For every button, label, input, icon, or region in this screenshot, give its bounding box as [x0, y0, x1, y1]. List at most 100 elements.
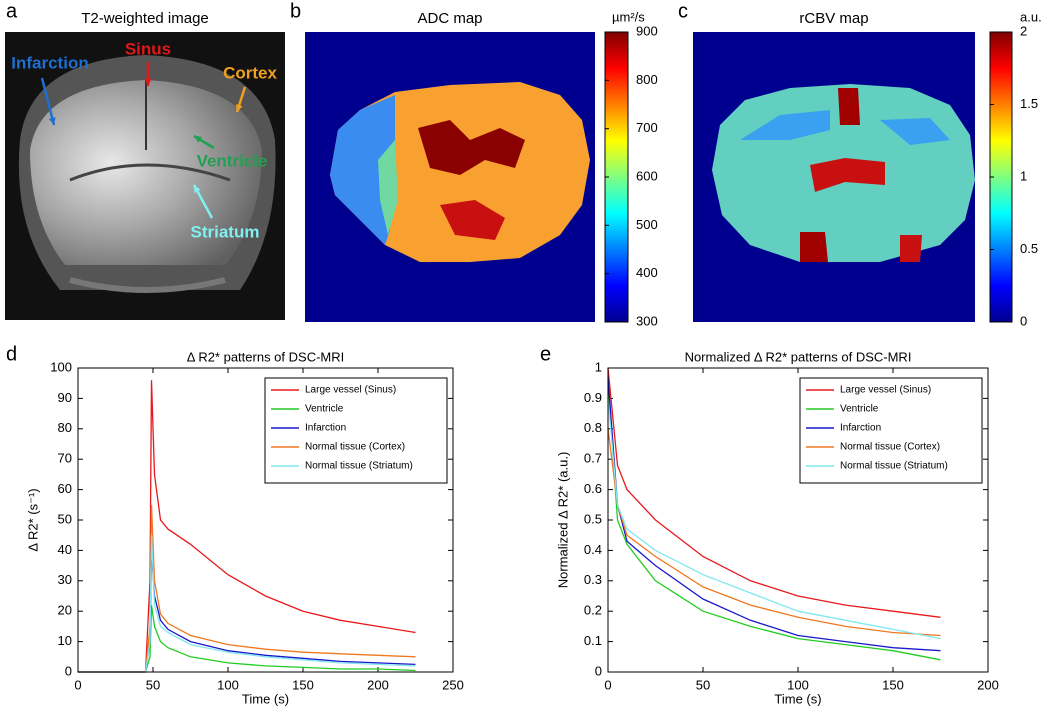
- y-tick-label: 0: [65, 663, 72, 678]
- series-line: [78, 504, 416, 673]
- colorbar: [605, 32, 628, 322]
- series-line: [607, 398, 941, 640]
- y-tick-label: 90: [58, 390, 72, 405]
- rcbv-map: [693, 32, 975, 322]
- x-tick-label: 0: [604, 677, 611, 692]
- x-tick-label: 150: [292, 677, 314, 692]
- x-tick-label: 200: [367, 677, 389, 692]
- x-tick-label: 100: [217, 677, 239, 692]
- annotation: Cortex: [223, 63, 277, 82]
- y-tick-label: 0.2: [584, 603, 602, 618]
- legend-label: Normal tissue (Cortex): [840, 442, 940, 453]
- y-tick-label: 0.1: [584, 633, 602, 648]
- legend-label: Ventricle: [305, 404, 344, 415]
- series-line: [607, 428, 941, 637]
- y-tick-label: 50: [58, 511, 72, 526]
- series-line: [78, 380, 416, 673]
- colorbar-unit: µm²/s: [612, 9, 645, 24]
- panel-title: rCBV map: [799, 10, 868, 27]
- y-tick-label: 0.9: [584, 390, 602, 405]
- colorbar-tick-label: 700: [636, 120, 658, 135]
- panel-letter: e: [540, 343, 551, 365]
- legend-label: Infarction: [305, 423, 346, 434]
- panel-title: T2-weighted image: [81, 10, 209, 27]
- panel-title: ADC map: [417, 10, 482, 27]
- x-axis-label: Time (s): [242, 691, 289, 706]
- series-line: [78, 605, 416, 673]
- annotation-arrow: [40, 77, 56, 126]
- legend-label: Large vessel (Sinus): [305, 385, 396, 396]
- series-line: [607, 383, 941, 661]
- colorbar-tick-label: 400: [636, 265, 658, 280]
- colorbar-tick-label: 600: [636, 168, 658, 183]
- colorbar-frame: [604, 31, 629, 323]
- annotation: Ventricle: [197, 151, 268, 170]
- y-tick-label: 30: [58, 572, 72, 587]
- y-tick-label: 0: [595, 663, 602, 678]
- chart-title: Δ R2* patterns of DSC-MRI: [187, 349, 345, 364]
- y-tick-label: 40: [58, 542, 72, 557]
- x-axis-label: Time (s): [774, 691, 821, 706]
- adc-map: [305, 32, 595, 322]
- colorbar-tick-label: 900: [636, 23, 658, 38]
- series-line: [78, 535, 416, 673]
- panel-letter: c: [678, 0, 688, 22]
- colorbar-tick-label: 1.5: [1020, 96, 1038, 111]
- annotation-arrowhead: [48, 117, 56, 125]
- colorbar-frame: [989, 31, 1013, 323]
- y-tick-label: 0.7: [584, 451, 602, 466]
- panel-letter: d: [6, 343, 17, 365]
- legend-label: Infarction: [840, 423, 881, 434]
- y-tick-label: 1: [595, 359, 602, 374]
- y-tick-label: 0.3: [584, 572, 602, 587]
- legend-label: Ventricle: [840, 404, 879, 415]
- x-tick-label: 0: [74, 677, 81, 692]
- y-tick-label: 0.5: [584, 511, 602, 526]
- y-tick-label: 20: [58, 603, 72, 618]
- x-tick-label: 50: [696, 677, 710, 692]
- annotation: Striatum: [191, 222, 260, 241]
- annotation-arrowhead: [194, 136, 202, 143]
- x-tick-label: 150: [882, 677, 904, 692]
- y-axis-label: Δ R2* (s⁻¹): [25, 488, 40, 551]
- y-tick-label: 60: [58, 481, 72, 496]
- annotation-arrowhead: [194, 185, 201, 193]
- x-tick-label: 250: [442, 677, 464, 692]
- legend-label: Normal tissue (Striatum): [840, 461, 948, 472]
- annotation-arrowhead: [144, 78, 152, 86]
- series-line: [607, 377, 941, 652]
- legend-label: Normal tissue (Striatum): [305, 461, 413, 472]
- colorbar-tick-label: 800: [636, 72, 658, 87]
- plot-frame: [77, 367, 454, 673]
- colorbar-tick-label: 0.5: [1020, 241, 1038, 256]
- y-tick-label: 10: [58, 633, 72, 648]
- x-tick-label: 200: [977, 677, 999, 692]
- colorbar-tick-label: 2: [1020, 23, 1027, 38]
- legend-label: Normal tissue (Cortex): [305, 442, 405, 453]
- series-line: [607, 367, 941, 618]
- y-tick-label: 80: [58, 420, 72, 435]
- plot-frame: [607, 367, 989, 673]
- legend-label: Large vessel (Sinus): [840, 385, 931, 396]
- y-tick-label: 0.4: [584, 542, 602, 557]
- annotation: Infarction: [11, 53, 88, 72]
- x-tick-label: 50: [146, 677, 160, 692]
- annotation: Sinus: [125, 39, 171, 58]
- colorbar-tick-label: 500: [636, 217, 658, 232]
- y-tick-label: 0.6: [584, 481, 602, 496]
- mri-image: [5, 32, 285, 320]
- panel-letter: a: [6, 0, 18, 22]
- colorbar-unit: a.u.: [1020, 9, 1042, 24]
- y-tick-label: 100: [50, 359, 72, 374]
- colorbar-tick-label: 0: [1020, 313, 1027, 328]
- colorbar-tick-label: 300: [636, 313, 658, 328]
- panel-letter: b: [290, 0, 301, 22]
- y-axis-label: Normalized Δ R2* (a.u.): [555, 452, 570, 589]
- colorbar-tick-label: 1: [1020, 168, 1027, 183]
- y-tick-label: 0.8: [584, 420, 602, 435]
- x-tick-label: 100: [787, 677, 809, 692]
- y-tick-label: 70: [58, 451, 72, 466]
- annotation-arrowhead: [235, 104, 243, 112]
- colorbar: [990, 32, 1012, 322]
